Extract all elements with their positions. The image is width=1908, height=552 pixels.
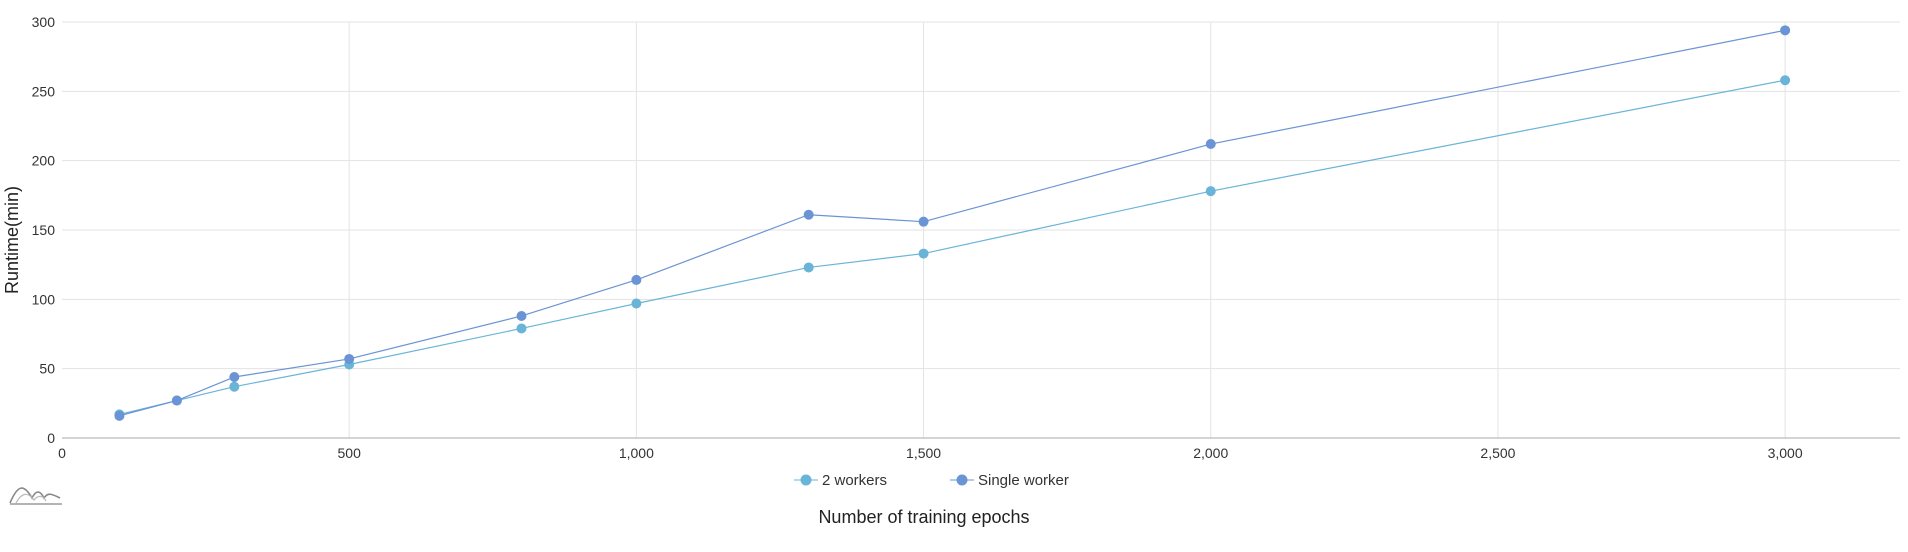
data-point[interactable]	[918, 248, 929, 259]
legend-label: 2 workers	[822, 472, 887, 489]
x-tick-label: 500	[338, 445, 362, 461]
legend-marker	[800, 474, 812, 486]
legend: 2 workers Single worker	[794, 472, 1069, 489]
x-tick-label: 3,000	[1768, 445, 1803, 461]
logo-wave	[9, 487, 61, 504]
data-point[interactable]	[516, 323, 527, 334]
y-gridlines	[62, 21, 1900, 370]
y-axis-ticks: 0 50 100 150 200 250 300	[32, 14, 56, 446]
data-point[interactable]	[631, 274, 642, 285]
data-point[interactable]	[1780, 25, 1791, 36]
y-tick-label: 300	[32, 14, 56, 30]
logo-wave-secondary	[15, 493, 47, 504]
legend-label: Single worker	[978, 472, 1069, 489]
y-tick-label: 0	[47, 430, 55, 446]
series-line	[119, 29, 1786, 417]
data-point[interactable]	[803, 209, 814, 220]
data-point[interactable]	[229, 371, 240, 382]
amcharts-logo-icon[interactable]	[9, 487, 62, 505]
x-axis-title: Number of training epochs	[818, 507, 1029, 527]
x-tick-label: 1,000	[619, 445, 654, 461]
series-1	[114, 25, 1791, 421]
data-point[interactable]	[1205, 139, 1216, 150]
series-0	[114, 75, 1791, 420]
data-point[interactable]	[918, 216, 929, 227]
x-axis-ticks: 0 500 1,000 1,500 2,000 2,500 3,000	[58, 445, 1803, 461]
y-tick-label: 50	[39, 361, 55, 377]
x-gridlines	[348, 22, 1786, 438]
legend-item-2-workers[interactable]: 2 workers	[794, 472, 887, 489]
series-line	[119, 79, 1786, 416]
x-tick-label: 0	[58, 445, 66, 461]
y-tick-label: 100	[32, 291, 56, 307]
x-tick-label: 2,500	[1480, 445, 1515, 461]
data-point[interactable]	[344, 353, 355, 364]
data-point[interactable]	[1205, 186, 1216, 197]
data-point[interactable]	[631, 298, 642, 309]
y-axis-title: Runtime(min)	[2, 186, 22, 294]
series-layer	[114, 25, 1791, 421]
y-tick-label: 200	[32, 153, 56, 169]
data-point[interactable]	[229, 381, 240, 392]
data-point[interactable]	[1780, 75, 1791, 86]
x-tick-label: 1,500	[906, 445, 941, 461]
y-tick-label: 150	[32, 222, 56, 238]
data-point[interactable]	[114, 410, 125, 421]
legend-marker	[956, 474, 968, 486]
legend-item-single-worker[interactable]: Single worker	[950, 472, 1069, 489]
x-tick-label: 2,000	[1193, 445, 1228, 461]
data-point[interactable]	[516, 310, 527, 321]
y-tick-label: 250	[32, 83, 56, 99]
data-point[interactable]	[171, 395, 182, 406]
data-point[interactable]	[803, 262, 814, 273]
